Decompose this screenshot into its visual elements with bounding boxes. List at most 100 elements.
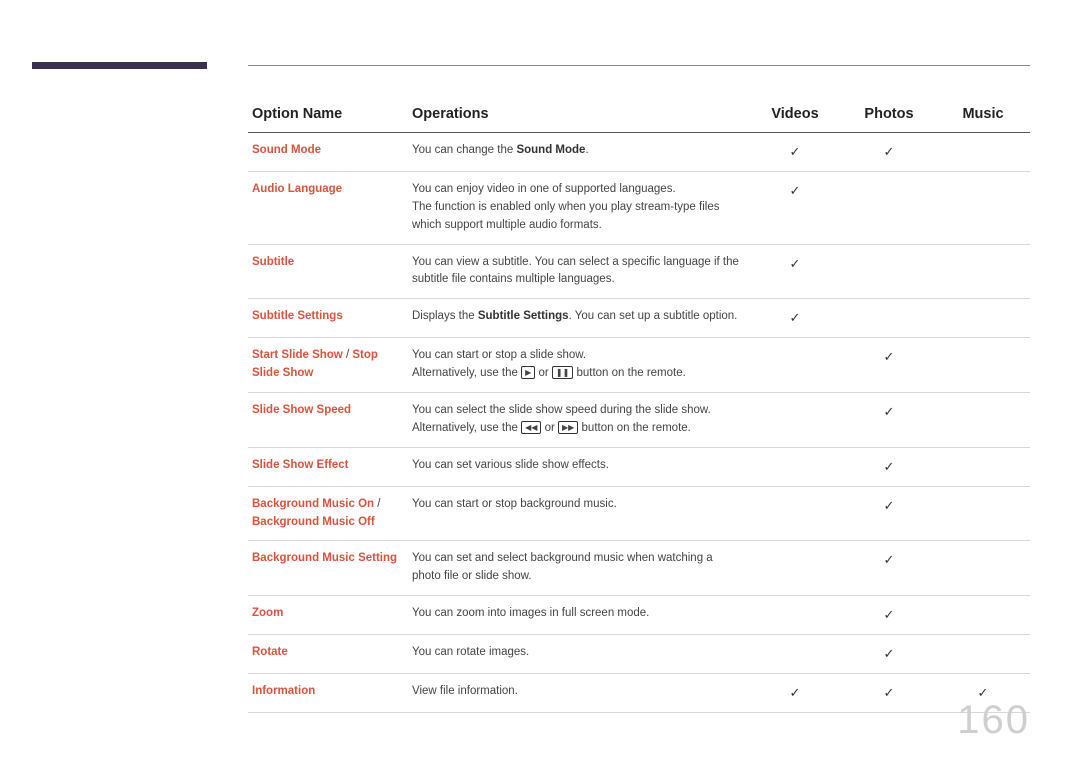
option-name-cell: Background Music On / Background Music O… bbox=[248, 486, 408, 541]
operations-cell: Displays the Subtitle Settings. You can … bbox=[408, 299, 748, 338]
header-operations: Operations bbox=[408, 100, 748, 133]
table-row: SubtitleYou can view a subtitle. You can… bbox=[248, 244, 1030, 299]
photos-check-cell: ✓ bbox=[842, 541, 936, 596]
table-row: Subtitle SettingsDisplays the Subtitle S… bbox=[248, 299, 1030, 338]
operations-cell: You can start or stop a slide show.Alter… bbox=[408, 338, 748, 393]
videos-check-cell bbox=[748, 595, 842, 634]
videos-check-cell: ✓ bbox=[748, 244, 842, 299]
operations-cell: You can start or stop background music. bbox=[408, 486, 748, 541]
option-name-cell: Start Slide Show / Stop Slide Show bbox=[248, 338, 408, 393]
music-check-cell bbox=[936, 299, 1030, 338]
operations-cell: You can set various slide show effects. bbox=[408, 447, 748, 486]
music-check-cell bbox=[936, 133, 1030, 172]
music-check-cell bbox=[936, 447, 1030, 486]
chapter-indicator-bar bbox=[32, 62, 207, 69]
option-name-cell: Slide Show Speed bbox=[248, 392, 408, 447]
table-row: Start Slide Show / Stop Slide ShowYou ca… bbox=[248, 338, 1030, 393]
photos-check-cell: ✓ bbox=[842, 447, 936, 486]
music-check-cell bbox=[936, 541, 1030, 596]
check-icon: ✓ bbox=[790, 183, 801, 198]
page-number: 160 bbox=[957, 698, 1030, 743]
videos-check-cell: ✓ bbox=[748, 133, 842, 172]
videos-check-cell: ✓ bbox=[748, 299, 842, 338]
operations-cell: You can set and select background music … bbox=[408, 541, 748, 596]
option-name-cell: Rotate bbox=[248, 635, 408, 674]
check-icon: ✓ bbox=[790, 310, 801, 325]
music-check-cell bbox=[936, 244, 1030, 299]
top-horizontal-rule bbox=[248, 65, 1030, 66]
photos-check-cell: ✓ bbox=[842, 392, 936, 447]
table-row: Background Music SettingYou can set and … bbox=[248, 541, 1030, 596]
table-row: InformationView file information.✓✓✓ bbox=[248, 674, 1030, 713]
table-row: Background Music On / Background Music O… bbox=[248, 486, 1030, 541]
option-name-cell: Background Music Setting bbox=[248, 541, 408, 596]
videos-check-cell bbox=[748, 447, 842, 486]
table-body: Sound ModeYou can change the Sound Mode.… bbox=[248, 133, 1030, 713]
photos-check-cell: ✓ bbox=[842, 338, 936, 393]
photos-check-cell: ✓ bbox=[842, 486, 936, 541]
check-icon: ✓ bbox=[790, 256, 801, 271]
option-name-cell: Audio Language bbox=[248, 172, 408, 244]
check-icon: ✓ bbox=[790, 685, 801, 700]
operations-cell: You can rotate images. bbox=[408, 635, 748, 674]
operations-cell: You can zoom into images in full screen … bbox=[408, 595, 748, 634]
header-music: Music bbox=[936, 100, 1030, 133]
photos-check-cell: ✓ bbox=[842, 595, 936, 634]
table-row: Slide Show SpeedYou can select the slide… bbox=[248, 392, 1030, 447]
music-check-cell bbox=[936, 635, 1030, 674]
operations-cell: You can view a subtitle. You can select … bbox=[408, 244, 748, 299]
table-row: ZoomYou can zoom into images in full scr… bbox=[248, 595, 1030, 634]
header-option-name: Option Name bbox=[248, 100, 408, 133]
photos-check-cell bbox=[842, 172, 936, 244]
remote-button-icon: ◀◀ bbox=[521, 421, 541, 434]
remote-button-icon: ▶ bbox=[521, 366, 535, 379]
option-name-cell: Zoom bbox=[248, 595, 408, 634]
operations-cell: You can select the slide show speed duri… bbox=[408, 392, 748, 447]
videos-check-cell bbox=[748, 392, 842, 447]
music-check-cell bbox=[936, 486, 1030, 541]
check-icon: ✓ bbox=[884, 459, 895, 474]
check-icon: ✓ bbox=[884, 646, 895, 661]
music-check-cell bbox=[936, 338, 1030, 393]
remote-button-icon: ❚❚ bbox=[552, 366, 573, 379]
videos-check-cell bbox=[748, 635, 842, 674]
table-row: Slide Show EffectYou can set various sli… bbox=[248, 447, 1030, 486]
content-area: Option Name Operations Videos Photos Mus… bbox=[248, 100, 1030, 713]
videos-check-cell: ✓ bbox=[748, 172, 842, 244]
photos-check-cell bbox=[842, 244, 936, 299]
option-name-cell: Information bbox=[248, 674, 408, 713]
option-name-cell: Subtitle bbox=[248, 244, 408, 299]
table-row: Sound ModeYou can change the Sound Mode.… bbox=[248, 133, 1030, 172]
check-icon: ✓ bbox=[884, 607, 895, 622]
header-photos: Photos bbox=[842, 100, 936, 133]
options-table: Option Name Operations Videos Photos Mus… bbox=[248, 100, 1030, 713]
operations-cell: View file information. bbox=[408, 674, 748, 713]
music-check-cell bbox=[936, 392, 1030, 447]
photos-check-cell: ✓ bbox=[842, 133, 936, 172]
check-icon: ✓ bbox=[884, 144, 895, 159]
option-name-cell: Slide Show Effect bbox=[248, 447, 408, 486]
option-name-cell: Subtitle Settings bbox=[248, 299, 408, 338]
photos-check-cell bbox=[842, 299, 936, 338]
photos-check-cell: ✓ bbox=[842, 635, 936, 674]
check-icon: ✓ bbox=[884, 404, 895, 419]
check-icon: ✓ bbox=[884, 685, 895, 700]
videos-check-cell: ✓ bbox=[748, 674, 842, 713]
check-icon: ✓ bbox=[884, 498, 895, 513]
remote-button-icon: ▶▶ bbox=[558, 421, 578, 434]
music-check-cell bbox=[936, 172, 1030, 244]
check-icon: ✓ bbox=[884, 552, 895, 567]
header-videos: Videos bbox=[748, 100, 842, 133]
videos-check-cell bbox=[748, 486, 842, 541]
operations-cell: You can enjoy video in one of supported … bbox=[408, 172, 748, 244]
videos-check-cell bbox=[748, 338, 842, 393]
check-icon: ✓ bbox=[884, 349, 895, 364]
check-icon: ✓ bbox=[790, 144, 801, 159]
table-header-row: Option Name Operations Videos Photos Mus… bbox=[248, 100, 1030, 133]
table-row: Audio LanguageYou can enjoy video in one… bbox=[248, 172, 1030, 244]
music-check-cell bbox=[936, 595, 1030, 634]
photos-check-cell: ✓ bbox=[842, 674, 936, 713]
option-name-cell: Sound Mode bbox=[248, 133, 408, 172]
operations-cell: You can change the Sound Mode. bbox=[408, 133, 748, 172]
table-row: RotateYou can rotate images. ✓ bbox=[248, 635, 1030, 674]
